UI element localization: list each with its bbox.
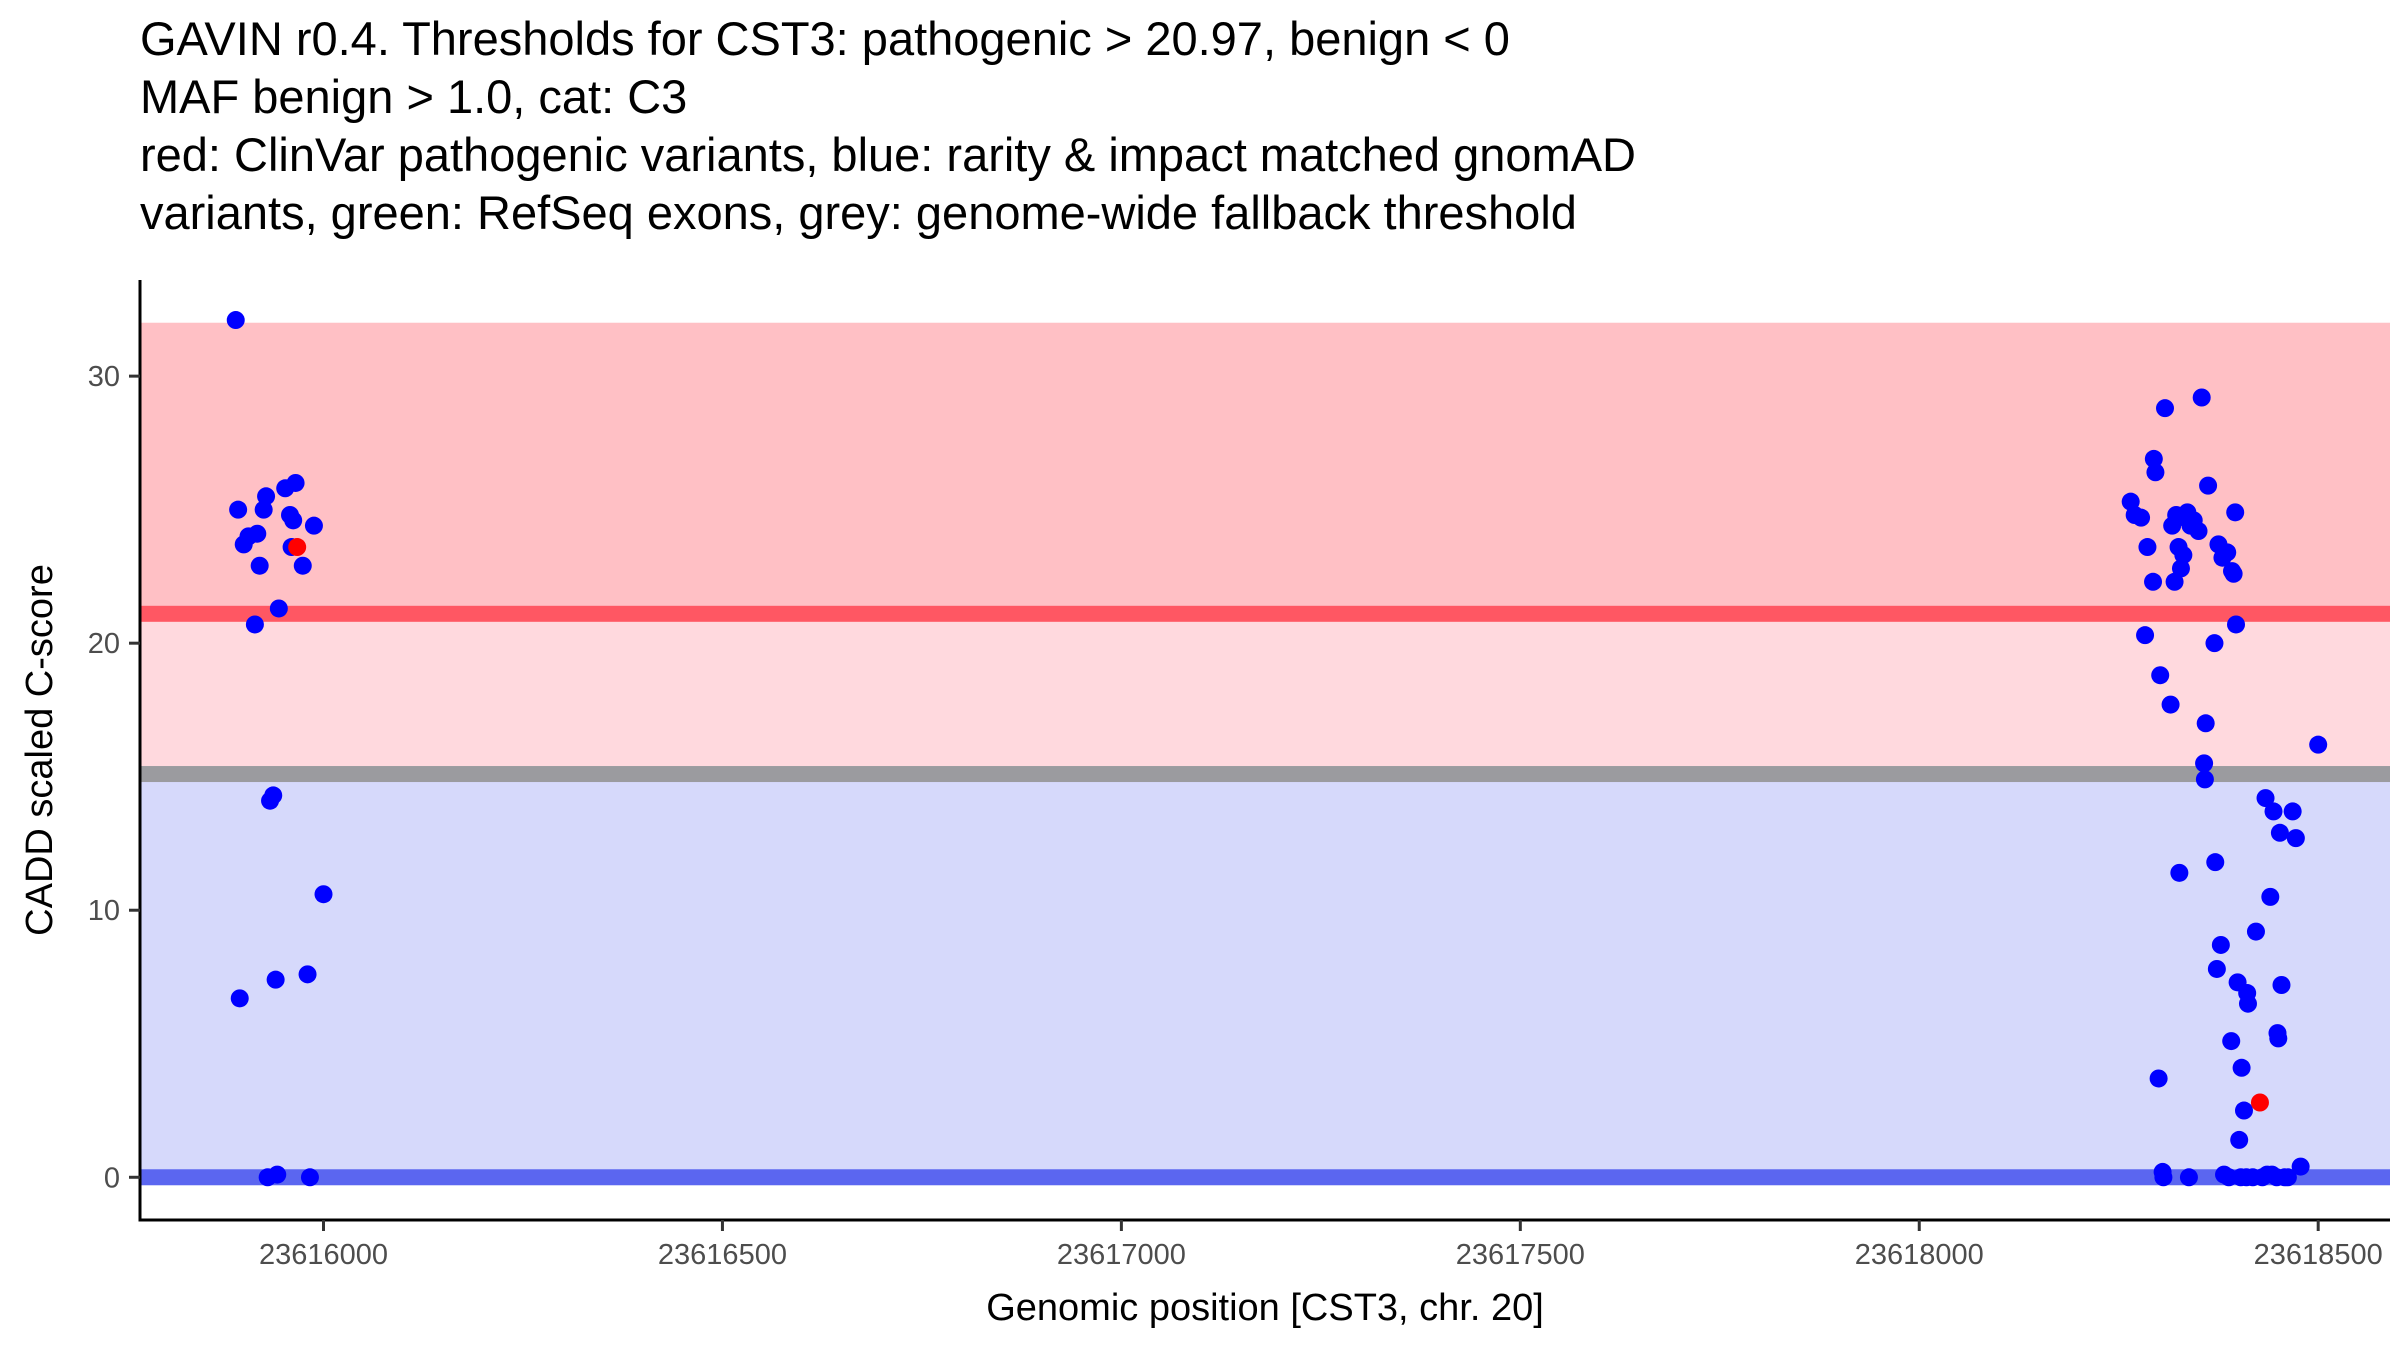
benign-threshold-line bbox=[140, 1169, 2390, 1186]
gnomad-point bbox=[2196, 714, 2215, 733]
x-axis-title: Genomic position [CST3, chr. 20] bbox=[986, 1287, 1544, 1329]
gnomad-point bbox=[2283, 802, 2302, 821]
gnomad-point bbox=[2138, 538, 2157, 557]
gnomad-point bbox=[268, 1165, 287, 1184]
fallback-threshold-line bbox=[140, 766, 2390, 783]
gnomad-point bbox=[2189, 522, 2208, 541]
title-line-4: variants, green: RefSeq exons, grey: gen… bbox=[140, 186, 1577, 239]
threshold-bands bbox=[140, 322, 2390, 1178]
gnomad-point bbox=[304, 516, 323, 535]
gnomad-point bbox=[2222, 1032, 2241, 1051]
gnomad-point bbox=[2227, 615, 2246, 634]
gnomad-point bbox=[254, 500, 273, 519]
gnomad-point bbox=[2256, 789, 2275, 808]
gnomad-point bbox=[2165, 572, 2184, 591]
gnomad-point bbox=[2179, 1168, 2198, 1187]
x-tick-label: 23616500 bbox=[658, 1239, 787, 1271]
y-tick-label: 30 bbox=[88, 361, 120, 393]
gnomad-point bbox=[248, 524, 267, 543]
gnomad-point bbox=[2195, 754, 2214, 773]
gnomad-point bbox=[2230, 1130, 2249, 1149]
gnomad-point bbox=[2261, 887, 2280, 906]
gnomad-point bbox=[2136, 626, 2155, 645]
threshold-lines bbox=[140, 605, 2390, 1186]
gnomad-point bbox=[2218, 543, 2237, 562]
gnomad-point bbox=[269, 599, 288, 618]
gnomad-point bbox=[2278, 1168, 2297, 1187]
x-tick-label: 23617000 bbox=[1057, 1239, 1186, 1271]
gnomad-point bbox=[2272, 976, 2291, 994]
gnomad-point bbox=[300, 1168, 319, 1187]
gnomad-point bbox=[2132, 508, 2151, 527]
gnomad-point bbox=[2192, 388, 2211, 407]
clinvar-pathogenic-variants-series bbox=[288, 538, 2269, 1112]
gnomad-point bbox=[2224, 564, 2243, 583]
clinvar-point bbox=[2250, 1093, 2269, 1112]
gnomad-point bbox=[226, 311, 245, 330]
axes: 23616000 23616500 23617000 23617500 23618000… bbox=[88, 280, 2390, 1271]
gnomad-point bbox=[314, 885, 333, 904]
gnomad-point bbox=[2199, 476, 2218, 495]
gnomad-point bbox=[245, 615, 264, 634]
gnomad-point bbox=[2206, 853, 2225, 872]
gnomad-point bbox=[2156, 399, 2174, 418]
gnomad-point bbox=[2161, 695, 2180, 714]
gnomad-point bbox=[2232, 1058, 2251, 1077]
gnomad-point bbox=[2309, 735, 2328, 754]
gnomad-point bbox=[2291, 1157, 2310, 1176]
gnomad-point bbox=[2269, 1029, 2288, 1048]
x-tick-label: 23618500 bbox=[2254, 1239, 2383, 1271]
gnomad-point bbox=[230, 989, 249, 1008]
gnomad-point bbox=[2211, 935, 2230, 954]
gnomad-point bbox=[2144, 449, 2163, 468]
gnomad-point bbox=[2171, 559, 2190, 578]
gnomad-point bbox=[264, 786, 283, 805]
gnomad-point bbox=[2195, 770, 2214, 789]
title-line-3: red: ClinVar pathogenic variants, blue: … bbox=[140, 128, 1636, 181]
pathogenic-threshold-line bbox=[140, 605, 2390, 622]
gnomad-point bbox=[2170, 863, 2189, 882]
x-tick-label: 23617500 bbox=[1456, 1239, 1585, 1271]
clinvar-point bbox=[288, 538, 307, 557]
gnomad-point bbox=[229, 500, 248, 519]
gnomad-point bbox=[2264, 802, 2283, 821]
gnomad-point bbox=[2151, 666, 2170, 685]
gnomad-point bbox=[2149, 1069, 2168, 1088]
gnomad-point bbox=[2270, 823, 2289, 842]
gnomad-variants-series bbox=[226, 311, 2328, 1187]
title-line-2: MAF benign > 1.0, cat: C3 bbox=[140, 70, 688, 123]
gnomad-point bbox=[2234, 1101, 2253, 1120]
benign-band bbox=[140, 776, 2390, 1178]
gnomad-point bbox=[250, 556, 269, 575]
gnomad-point bbox=[2246, 922, 2265, 941]
intermediate-band bbox=[140, 617, 2390, 777]
gnomad-point bbox=[284, 511, 303, 530]
gnomad-point bbox=[286, 473, 305, 492]
x-tick-label: 23618000 bbox=[1855, 1239, 1984, 1271]
gnomad-point bbox=[293, 556, 312, 575]
gnomad-point bbox=[2286, 829, 2305, 848]
gnomad-point bbox=[2154, 1168, 2173, 1187]
gnomad-point bbox=[2207, 959, 2226, 978]
pathogenic-band bbox=[140, 322, 2390, 618]
y-tick-label: 10 bbox=[88, 895, 120, 927]
data-points bbox=[226, 311, 2328, 1187]
gnomad-point bbox=[2205, 634, 2224, 653]
gnomad-point bbox=[2146, 463, 2165, 482]
gnomad-point bbox=[298, 965, 317, 984]
y-tick-label: 0 bbox=[104, 1162, 120, 1194]
gnomad-point bbox=[257, 487, 276, 506]
title-line-1: GAVIN r0.4. Thresholds for CST3: pathoge… bbox=[140, 12, 1510, 65]
chart-title: GAVIN r0.4. Thresholds for CST3: pathoge… bbox=[140, 10, 2340, 242]
x-tick-label: 23616000 bbox=[259, 1239, 388, 1271]
gnomad-point bbox=[2226, 503, 2245, 522]
gnomad-point bbox=[2174, 546, 2193, 565]
y-tick-label: 20 bbox=[88, 628, 120, 660]
gnomad-point bbox=[2238, 994, 2257, 1013]
gnomad-point bbox=[266, 970, 285, 989]
gnomad-point bbox=[2144, 572, 2163, 591]
y-axis-title: CADD scaled C-score bbox=[19, 564, 61, 936]
